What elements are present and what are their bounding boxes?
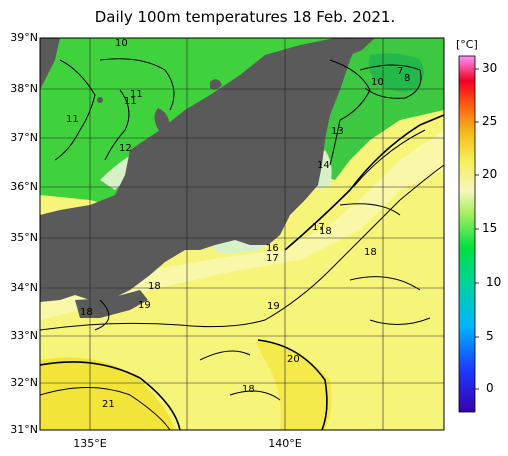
contour-label: 17 (266, 253, 279, 264)
contour-label: 12 (119, 143, 132, 154)
map-frame (39, 37, 445, 431)
lat-label: 33°N (10, 329, 38, 342)
lat-label: 31°N (10, 423, 38, 436)
lat-label: 35°N (10, 231, 38, 244)
land-oki (97, 97, 103, 103)
contour-label: 8 (404, 73, 410, 84)
contour-label: 11 (124, 96, 137, 107)
kuroshio-warm-core (40, 357, 175, 430)
contour-label: 19 (138, 300, 151, 311)
lat-label: 34°N (10, 281, 38, 294)
contour-label: 11 (66, 114, 79, 125)
land-sado (210, 79, 222, 90)
contour-label: 18 (80, 307, 93, 318)
lat-label: 32°N (10, 376, 38, 389)
colorbar-tick-label: 10 (486, 275, 502, 289)
lat-label: 37°N (10, 131, 38, 144)
contour-label: 17 (312, 222, 325, 233)
contour-label: 21 (102, 399, 115, 410)
colorbar-tick-label: 25 (482, 114, 498, 128)
contour-label: 10 (115, 38, 128, 49)
land-shikoku (75, 290, 148, 318)
warm-tongue-east (255, 340, 332, 430)
lon-label: 135°E (73, 437, 107, 450)
lat-label: 36°N (10, 180, 38, 193)
contour-label: 18 (148, 281, 161, 292)
colorbar-tick-label: 20 (482, 167, 498, 181)
land-noto (154, 108, 170, 132)
contour-lines (40, 58, 444, 430)
contour-label: 14 (317, 160, 330, 171)
contour-label: 18 (242, 384, 255, 395)
colorbar-tick-label: 30 (482, 61, 498, 75)
land-honshu (40, 38, 360, 302)
land-korea (40, 38, 60, 90)
contour-label: 18 (364, 247, 377, 258)
contour-label: 10 (371, 77, 384, 88)
colorbar-ticks (475, 68, 479, 390)
contour-label: 19 (267, 301, 280, 312)
colorbar-tick-label: 5 (486, 329, 494, 343)
lon-label: 140°E (268, 437, 302, 450)
contour-label: 20 (287, 354, 300, 365)
lat-label: 38°N (10, 82, 38, 95)
map-title: Daily 100m temperatures 18 Feb. 2021. (94, 8, 396, 26)
colorbar (458, 55, 476, 413)
cold-eddy (368, 53, 424, 92)
contour-label: 7 (397, 66, 403, 77)
contour-label-group: 10 7 8 10 11 11 10 11 12 13 14 17 18 16 … (66, 38, 410, 410)
colorbar-tick-label: 0 (486, 381, 494, 395)
contour-label: 18 (319, 226, 332, 237)
graticule (40, 38, 444, 430)
lat-label: 39°N (10, 31, 38, 44)
land-hokkaido (345, 38, 375, 55)
contour-label: 11 (130, 89, 143, 100)
colorbar-unit: [°C] (456, 38, 478, 51)
colorbar-tick-label: 15 (482, 221, 498, 235)
contour-label: 16 (266, 243, 279, 254)
contour-label: 13 (331, 126, 344, 137)
